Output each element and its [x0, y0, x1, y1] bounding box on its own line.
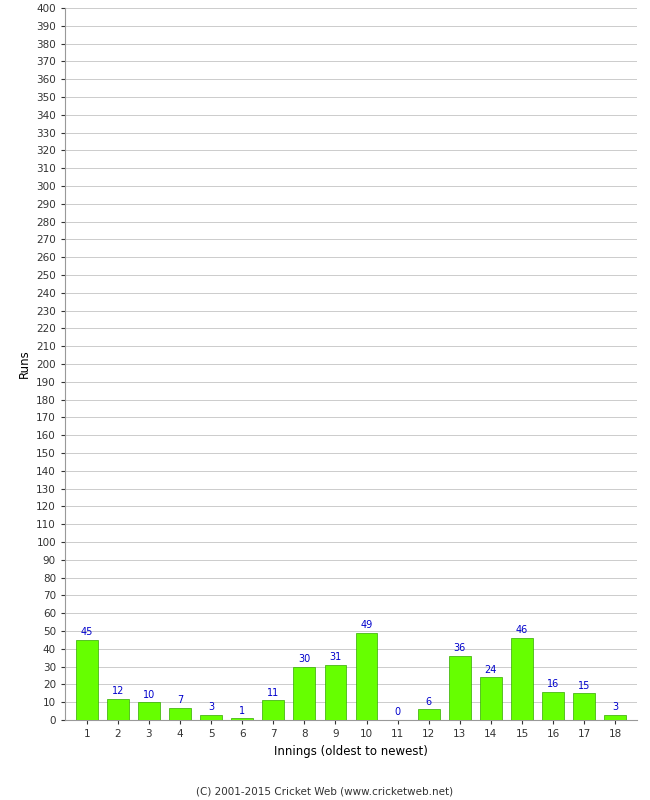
- Y-axis label: Runs: Runs: [18, 350, 31, 378]
- Text: 36: 36: [454, 643, 466, 654]
- Text: 12: 12: [112, 686, 124, 696]
- Bar: [604, 714, 626, 720]
- Text: 15: 15: [578, 681, 590, 690]
- Bar: [418, 710, 439, 720]
- Text: 16: 16: [547, 679, 559, 689]
- Bar: [573, 694, 595, 720]
- Text: 24: 24: [485, 665, 497, 674]
- Text: 10: 10: [143, 690, 155, 699]
- Bar: [511, 638, 533, 720]
- Bar: [542, 691, 564, 720]
- Text: 49: 49: [360, 620, 372, 630]
- Text: (C) 2001-2015 Cricket Web (www.cricketweb.net): (C) 2001-2015 Cricket Web (www.cricketwe…: [196, 786, 454, 796]
- Bar: [200, 714, 222, 720]
- Bar: [449, 656, 471, 720]
- Bar: [76, 640, 98, 720]
- Bar: [263, 701, 284, 720]
- Bar: [138, 702, 160, 720]
- X-axis label: Innings (oldest to newest): Innings (oldest to newest): [274, 745, 428, 758]
- Bar: [169, 707, 191, 720]
- Bar: [294, 666, 315, 720]
- Text: 11: 11: [267, 688, 280, 698]
- Text: 7: 7: [177, 695, 183, 705]
- Text: 45: 45: [81, 627, 93, 638]
- Text: 46: 46: [516, 626, 528, 635]
- Bar: [356, 633, 378, 720]
- Bar: [480, 678, 502, 720]
- Text: 31: 31: [330, 652, 342, 662]
- Text: 1: 1: [239, 706, 245, 715]
- Text: 6: 6: [426, 697, 432, 706]
- Text: 30: 30: [298, 654, 311, 664]
- Bar: [324, 665, 346, 720]
- Bar: [107, 698, 129, 720]
- Bar: [231, 718, 253, 720]
- Text: 3: 3: [612, 702, 618, 712]
- Text: 0: 0: [395, 707, 400, 718]
- Text: 3: 3: [208, 702, 214, 712]
